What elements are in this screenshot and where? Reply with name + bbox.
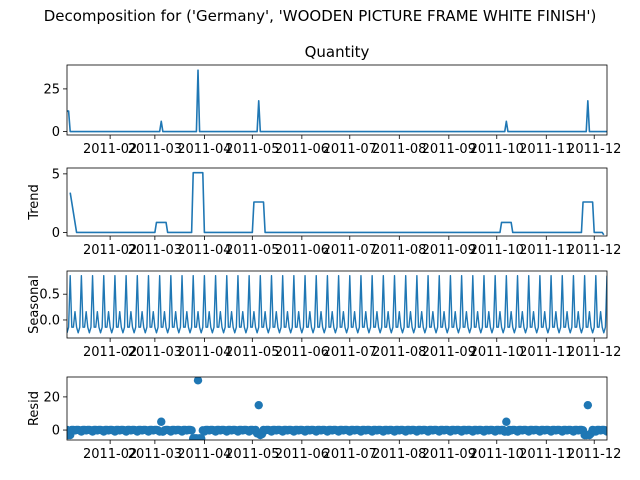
panel-3-ytick-label: 0.0 bbox=[39, 313, 60, 328]
panel-4-xtick-label: 2011-02 bbox=[83, 447, 137, 462]
panel-3-xtick-label: 2011-04 bbox=[177, 345, 231, 360]
panel-3-frame bbox=[66, 270, 608, 339]
panel-3-ylabel: Seasonal bbox=[27, 275, 42, 334]
panel-1-xtick-label: 2011-07 bbox=[323, 142, 377, 157]
panel-2-xtick-label: 2011-02 bbox=[83, 243, 137, 258]
panel-1-ytick-label: 0 bbox=[52, 125, 60, 140]
panel-4-xtick-label: 2011-03 bbox=[128, 447, 182, 462]
panel-1-xtick-label: 2011-10 bbox=[470, 142, 524, 157]
panel-1-xtick-label: 2011-02 bbox=[83, 142, 137, 157]
panel-2-series-line bbox=[69, 171, 605, 236]
panel-3-xtick-label: 2011-12 bbox=[567, 345, 621, 360]
panel-4-xtick-label: 2011-09 bbox=[422, 447, 476, 462]
panel-3-xtick-label: 2011-09 bbox=[422, 345, 476, 360]
panel-2-xtick-label: 2011-12 bbox=[567, 243, 621, 258]
panel-4-ytick-label: 20 bbox=[43, 390, 60, 405]
panel-3: Seasonal0.00.52011-022011-032011-042011-… bbox=[27, 270, 621, 360]
panel-3-series-line bbox=[67, 274, 607, 334]
panel-2-ytick-label: 5 bbox=[52, 167, 60, 182]
panel-1-xtick-label: 2011-09 bbox=[422, 142, 476, 157]
resid-point bbox=[502, 417, 511, 426]
panel-2-xtick-label: 2011-04 bbox=[177, 243, 231, 258]
panel-1-series-line bbox=[67, 69, 607, 133]
panel-3-ytick-label: 0.5 bbox=[39, 288, 60, 303]
panel-4-frame bbox=[66, 376, 608, 441]
panel-3-xtick-label: 2011-11 bbox=[519, 345, 573, 360]
panel-4-xtick-label: 2011-04 bbox=[177, 447, 231, 462]
panel-2-xtick-label: 2011-03 bbox=[128, 243, 182, 258]
panel-1-ytick-label: 25 bbox=[43, 82, 60, 97]
panel-2-frame bbox=[66, 167, 608, 237]
panel-4-xtick-label: 2011-11 bbox=[519, 447, 573, 462]
resid-point bbox=[583, 400, 593, 410]
resid-point bbox=[193, 377, 203, 385]
figure-suptitle: Decomposition for ('Germany', 'WOODEN PI… bbox=[44, 7, 597, 25]
panel-3-xtick-label: 2011-10 bbox=[470, 345, 524, 360]
panel-1: Quantity0252011-022011-032011-042011-052… bbox=[43, 43, 621, 157]
panel-1-xtick-label: 2011-12 bbox=[567, 142, 621, 157]
panel-2-ylabel: Trend bbox=[27, 184, 42, 221]
panel-1-xtick-label: 2011-06 bbox=[275, 142, 329, 157]
panel-4-xtick-label: 2011-10 bbox=[470, 447, 524, 462]
panel-2-xtick-label: 2011-05 bbox=[225, 243, 279, 258]
resid-point bbox=[157, 417, 166, 426]
panel-4-xtick-label: 2011-12 bbox=[567, 447, 621, 462]
panel-2-xtick-label: 2011-10 bbox=[470, 243, 524, 258]
resid-point bbox=[602, 427, 607, 436]
panel-3-xtick-label: 2011-08 bbox=[372, 345, 426, 360]
panel-4: Resid0202011-022011-032011-042011-052011… bbox=[27, 376, 621, 462]
panel-1-xtick-label: 2011-04 bbox=[177, 142, 231, 157]
panel-1-xtick-label: 2011-03 bbox=[128, 142, 182, 157]
resid-point bbox=[254, 400, 263, 410]
panel-1-xtick-label: 2011-05 bbox=[225, 142, 279, 157]
panel-4-ytick-label: 0 bbox=[52, 424, 60, 439]
panel-2: Trend052011-022011-032011-042011-052011-… bbox=[27, 167, 621, 258]
panel-4-ylabel: Resid bbox=[27, 391, 42, 426]
panel-4-xtick-label: 2011-05 bbox=[225, 447, 279, 462]
panel-4-xtick-label: 2011-07 bbox=[323, 447, 377, 462]
panel-1-xtick-label: 2011-08 bbox=[372, 142, 426, 157]
panel-1-title: Quantity bbox=[305, 43, 370, 61]
panel-2-xtick-label: 2011-06 bbox=[275, 243, 329, 258]
panel-1-xtick-label: 2011-11 bbox=[519, 142, 573, 157]
panels: Quantity0252011-022011-032011-042011-052… bbox=[27, 43, 621, 462]
panel-3-xtick-label: 2011-06 bbox=[275, 345, 329, 360]
panel-2-xtick-label: 2011-07 bbox=[323, 243, 377, 258]
panel-4-xtick-label: 2011-06 bbox=[275, 447, 329, 462]
panel-3-xtick-label: 2011-03 bbox=[128, 345, 182, 360]
panel-3-xtick-label: 2011-05 bbox=[225, 345, 279, 360]
panel-1-frame bbox=[66, 64, 608, 136]
panel-2-xtick-label: 2011-08 bbox=[372, 243, 426, 258]
panel-2-ytick-label: 0 bbox=[52, 226, 60, 241]
panel-3-xtick-label: 2011-02 bbox=[83, 345, 137, 360]
panel-4-xtick-label: 2011-08 bbox=[372, 447, 426, 462]
panel-2-xtick-label: 2011-09 bbox=[422, 243, 476, 258]
resid-point bbox=[197, 434, 206, 440]
panel-2-xtick-label: 2011-11 bbox=[519, 243, 573, 258]
panel-3-xtick-label: 2011-07 bbox=[323, 345, 377, 360]
resid-point bbox=[187, 426, 196, 435]
